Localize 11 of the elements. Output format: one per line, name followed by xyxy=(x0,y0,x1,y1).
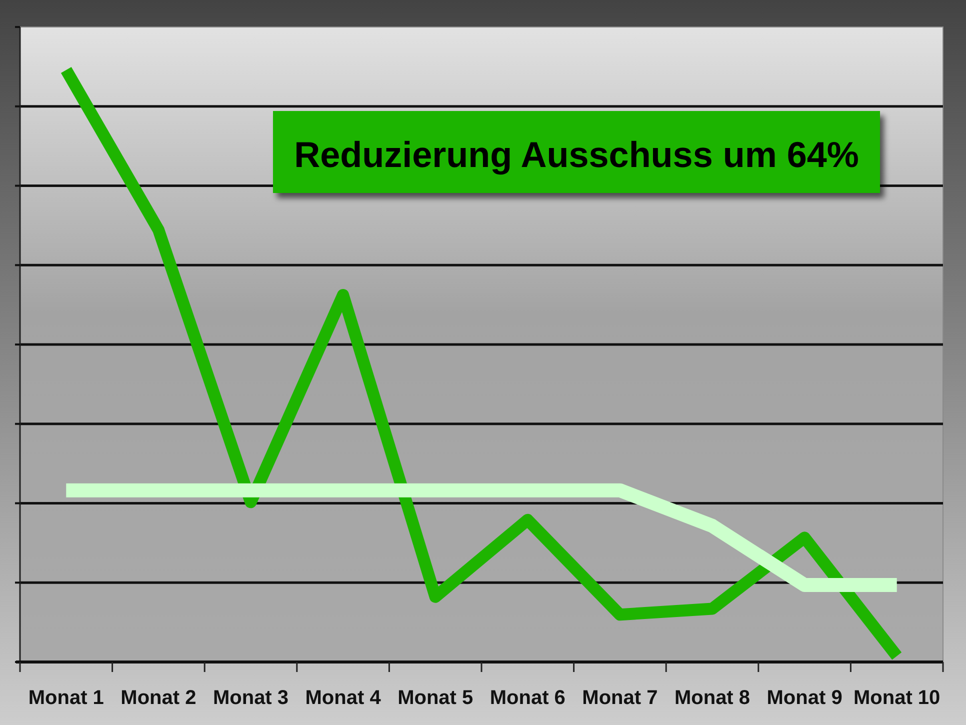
annotation: Reduzierung Ausschuss um 64% xyxy=(294,134,859,175)
x-tick-label: Monat 2 xyxy=(120,687,196,709)
x-tick-label: Monat 10 xyxy=(854,687,940,709)
x-tick-label: Monat 5 xyxy=(398,687,474,709)
x-tick-label: Monat 7 xyxy=(582,687,658,709)
x-tick-label: Monat 3 xyxy=(212,687,289,709)
x-tick-label: Monat 9 xyxy=(766,687,842,709)
x-tick-label: Monat 1 xyxy=(28,687,104,709)
x-tick-label: Monat 6 xyxy=(490,687,566,709)
x-tick-label: Monat 8 xyxy=(674,687,750,709)
x-tick-label: Monat 4 xyxy=(305,687,382,709)
